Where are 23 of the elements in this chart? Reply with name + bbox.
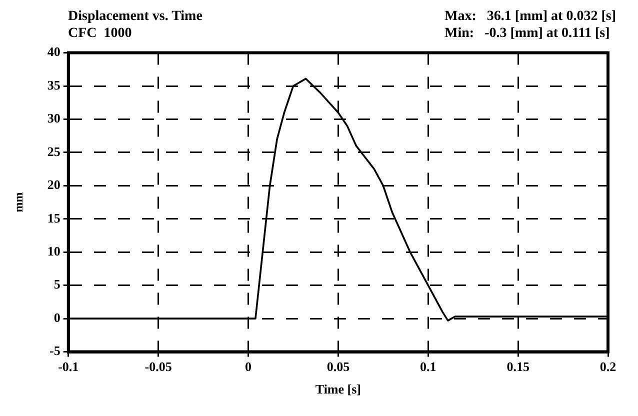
chart-subtitle: CFC 1000 (68, 25, 133, 42)
y-tick-label: 25 (47, 144, 61, 159)
y-tick-label: 30 (47, 110, 60, 126)
y-tick-label: -5 (50, 343, 61, 358)
x-tick-label: -0.05 (144, 358, 172, 374)
y-tick-label: 5 (54, 276, 61, 292)
x-tick-label: 0.2 (600, 358, 616, 374)
y-tick-label: 20 (47, 177, 60, 192)
y-tick-label: 0 (54, 310, 60, 325)
y-tick-label: 15 (47, 210, 61, 226)
x-axis-title: Time [s] (315, 382, 362, 397)
x-tick-label: 0.15 (506, 358, 530, 374)
x-tick-label: 0.05 (326, 358, 350, 374)
y-tick-label: 35 (47, 77, 61, 92)
x-tick-label: 0 (245, 358, 252, 374)
x-tick-label: -0.1 (58, 358, 79, 374)
y-tick-label: 40 (47, 44, 60, 60)
x-tick-label: 0.1 (420, 358, 436, 374)
chart-title: Displacement vs. Time (68, 8, 202, 25)
y-axis-title: mm (11, 192, 26, 212)
text: Min: -0.3 [mm] at 0.111 [s] (444, 25, 611, 42)
y-tick-label: 10 (47, 243, 60, 258)
text: Max: 36.1 [mm] at 0.032 [s] (444, 8, 616, 25)
